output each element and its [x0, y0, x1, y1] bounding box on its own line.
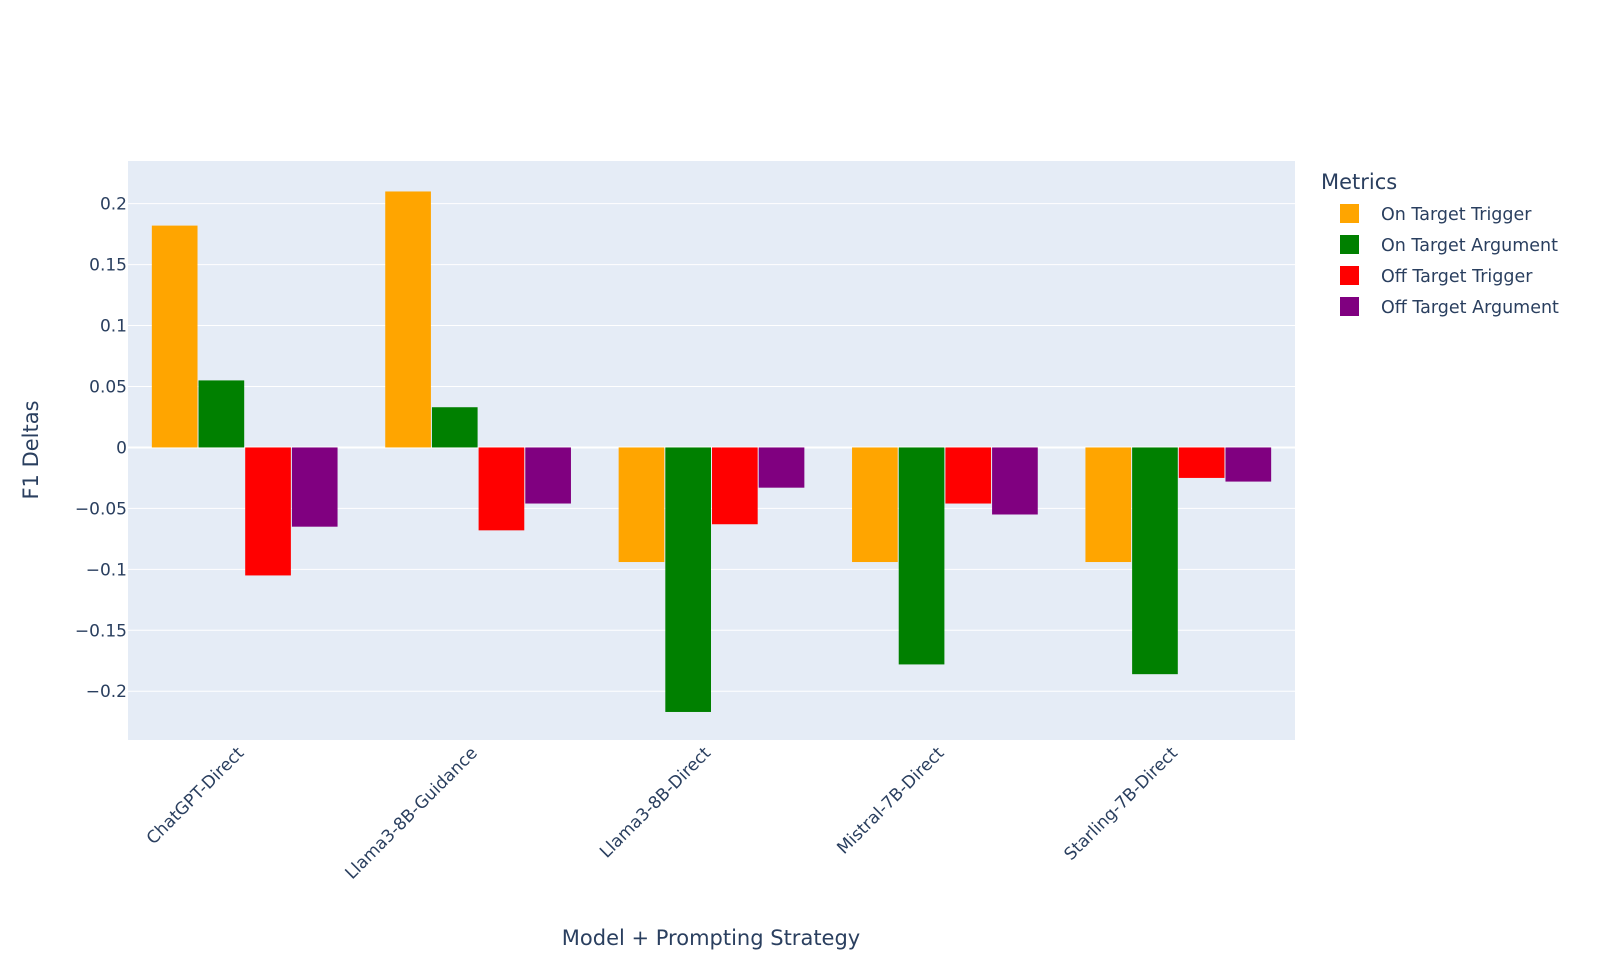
- legend-swatch: [1340, 297, 1359, 316]
- y-tick-label: 0.15: [89, 256, 127, 276]
- legend: Metrics On Target Trigger On Target Argum…: [1321, 170, 1559, 318]
- bar: [1225, 447, 1272, 482]
- bar: [151, 225, 198, 448]
- x-tick-label: ChatGPT-Direct: [143, 743, 249, 849]
- bar: [291, 447, 338, 527]
- bar: [758, 447, 805, 488]
- bar: [945, 447, 992, 504]
- x-axis-ticks: ChatGPT-Direct Llama3-8B-Guidance Llama3-8…: [143, 743, 1182, 883]
- y-axis-title: F1 Deltas: [19, 400, 43, 499]
- legend-label: On Target Argument: [1381, 236, 1558, 256]
- bar: [665, 447, 711, 712]
- y-tick-label: 0.1: [100, 317, 127, 337]
- legend-items: On Target Trigger On Target Argument Off T…: [1340, 204, 1559, 318]
- y-tick-label: −0.15: [75, 621, 127, 641]
- x-tick-label: Starling-7B-Direct: [1061, 743, 1183, 865]
- x-tick-label: Mistral-7B-Direct: [833, 743, 948, 858]
- y-tick-label: −0.2: [86, 682, 127, 702]
- bar: [525, 447, 571, 504]
- bar: [198, 380, 245, 448]
- bar: [431, 407, 478, 448]
- x-axis-title: Model + Prompting Strategy: [562, 926, 860, 950]
- y-axis-ticks: −0.2 −0.15 −0.1 −0.05 0 0.05 0.1 0.15 0.2: [75, 195, 127, 703]
- bars: [151, 191, 1272, 712]
- y-tick-label: −0.05: [75, 499, 127, 519]
- legend-label: Off Target Argument: [1381, 298, 1559, 318]
- bar: [712, 447, 758, 525]
- y-tick-label: 0.05: [89, 378, 127, 398]
- x-tick-label: Llama3-8B-Guidance: [341, 743, 481, 883]
- bar: [898, 447, 945, 665]
- legend-label: On Target Trigger: [1381, 205, 1532, 225]
- bar: [478, 447, 525, 531]
- bar: [852, 447, 898, 563]
- bar: [1132, 447, 1178, 675]
- x-tick-label: Llama3-8B-Direct: [596, 743, 715, 862]
- bar: [245, 447, 291, 576]
- legend-label: Off Target Trigger: [1381, 267, 1533, 287]
- y-tick-label: −0.1: [86, 560, 127, 580]
- y-tick-label: 0.2: [100, 195, 127, 215]
- legend-title: Metrics: [1321, 170, 1397, 194]
- bar: [992, 447, 1038, 515]
- y-tick-label: 0: [116, 438, 127, 458]
- legend-swatch: [1340, 235, 1359, 254]
- bar: [1085, 447, 1132, 563]
- bar: [1178, 447, 1225, 478]
- bar: [385, 191, 431, 448]
- bar: [618, 447, 665, 563]
- legend-swatch: [1340, 204, 1359, 223]
- legend-swatch: [1340, 266, 1359, 285]
